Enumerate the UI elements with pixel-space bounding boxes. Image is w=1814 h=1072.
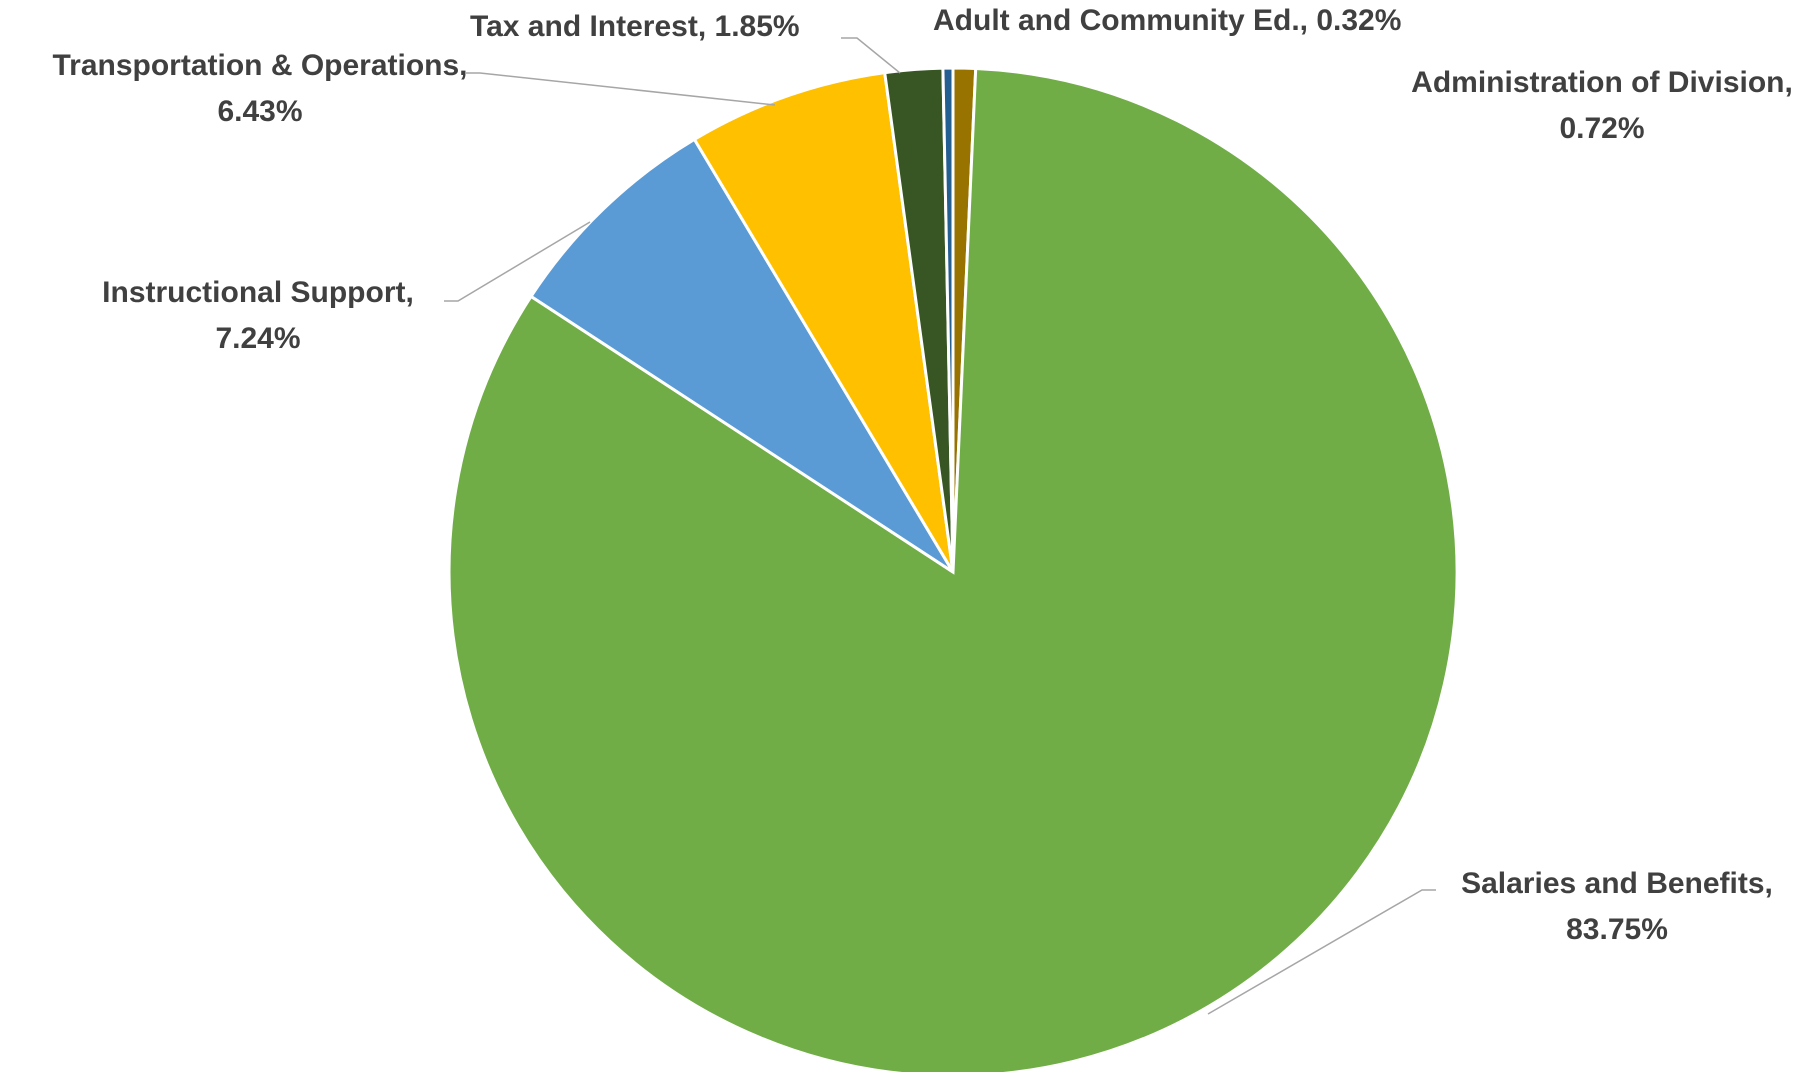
data-label-category: Transportation & Operations, (52, 49, 467, 82)
data-label-category: Administration of Division, (1411, 66, 1793, 99)
data-label-tax-and-interest: Tax and Interest, 1.85% (470, 10, 800, 43)
leader-line-transportation-operations (466, 72, 776, 106)
pie-slice-salaries-and-benefits (447, 66, 1459, 1072)
data-label-percent: 83.75% (1566, 913, 1668, 946)
data-label-category: Adult and Community Ed., (933, 4, 1308, 37)
data-label-percent: 6.43% (217, 95, 302, 128)
data-label-category: Instructional Support, (102, 276, 414, 309)
data-label-salaries-and-benefits: Salaries and Benefits, 83.75% (1461, 867, 1773, 946)
leader-line-instructional-support (444, 221, 591, 302)
data-label-administration-of-division: Administration of Division, 0.72% (1411, 66, 1793, 145)
data-label-percent: 7.24% (215, 322, 300, 355)
data-label-instructional-support: Instructional Support, 7.24% (102, 276, 414, 355)
leader-line-tax-and-interest (841, 37, 901, 74)
leader-line-salaries-and-benefits (1207, 889, 1436, 1015)
pie-slice-transportation-operations (692, 70, 955, 573)
data-label-percent: 0.72% (1559, 112, 1644, 145)
data-label-percent: 0.32% (1308, 4, 1401, 37)
pie-slice-instructional-support (528, 137, 955, 574)
data-label-adult-and-community-ed: Adult and Community Ed., 0.32% (933, 4, 1401, 37)
data-label-percent: 1.85% (706, 10, 799, 43)
data-label-category: Tax and Interest, (470, 10, 706, 43)
data-label-transportation-operations: Transportation & Operations, 6.43% (52, 49, 467, 128)
data-label-category: Salaries and Benefits, (1461, 867, 1773, 900)
data-labels: Administration of Division, 0.72% Salaries… (52, 4, 1792, 946)
pie-slices (447, 66, 1459, 1072)
leader-lines (444, 37, 1436, 1015)
pie-slice-adult-and-community-ed (941, 66, 955, 573)
